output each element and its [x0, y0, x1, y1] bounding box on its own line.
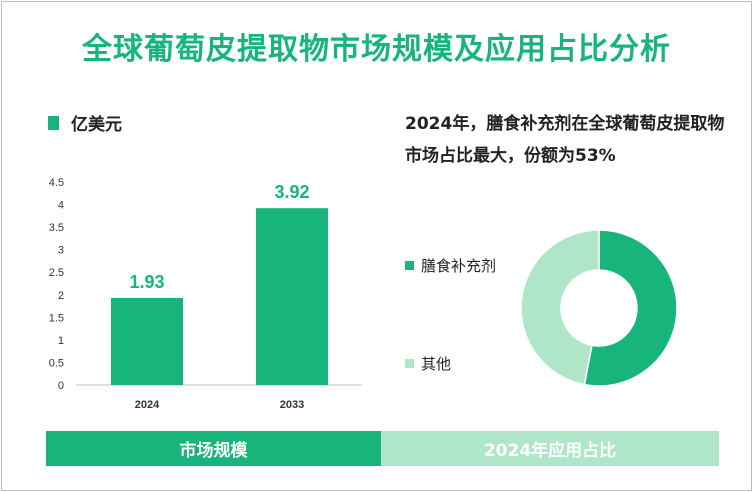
bar-data-label: 3.92 [274, 182, 309, 202]
y-tick-label: 2 [58, 290, 64, 302]
bar-legend-swatch [48, 115, 59, 130]
donut-slice-0 [583, 229, 678, 387]
y-tick-label: 4.5 [49, 177, 64, 189]
bar-2033 [256, 208, 328, 385]
page-title: 全球葡萄皮提取物市场规模及应用占比分析 [82, 32, 671, 67]
pie-legend-item-0: 膳食补充剂 [405, 255, 496, 276]
y-tick-label: 1 [58, 335, 64, 347]
pie-legend-label-0: 膳食补充剂 [421, 257, 497, 275]
y-tick-label: 3.5 [49, 222, 64, 234]
y-tick-label: 1.5 [49, 312, 64, 324]
x-tick-label: 2033 [280, 399, 304, 411]
bar-2024 [111, 297, 183, 385]
bar-legend-label: 亿美元 [71, 115, 122, 135]
bar-chart: 0 0.5 1 1.5 2 2.5 3 3.5 4 4.5 1.93 2024 3.92 2033 [49, 177, 362, 411]
x-tick-label: 2024 [135, 399, 160, 411]
pie-legend-swatch-1 [405, 359, 414, 368]
pie-legend-item-1: 其他 [405, 353, 451, 374]
y-tick-label: 4 [58, 200, 64, 212]
donut-slice-1 [520, 229, 600, 386]
donut-chart [520, 229, 678, 387]
y-tick-label: 0 [58, 380, 64, 392]
y-tick-label: 2.5 [49, 267, 64, 279]
y-tick-label: 3 [58, 245, 64, 257]
bar-legend: 亿美元 [48, 110, 122, 135]
footer-application-share: 2024年应用占比 [381, 431, 719, 466]
y-tick-label: 0.5 [49, 357, 64, 369]
footer-market-size: 市场规模 [46, 431, 381, 466]
bar-data-label: 1.93 [129, 272, 164, 292]
summary-note: 2024年，膳食补充剂在全球葡萄皮提取物市场占比最大，份额为53% [405, 114, 725, 166]
pie-legend-swatch-0 [405, 261, 414, 270]
pie-legend-label-1: 其他 [421, 355, 452, 373]
